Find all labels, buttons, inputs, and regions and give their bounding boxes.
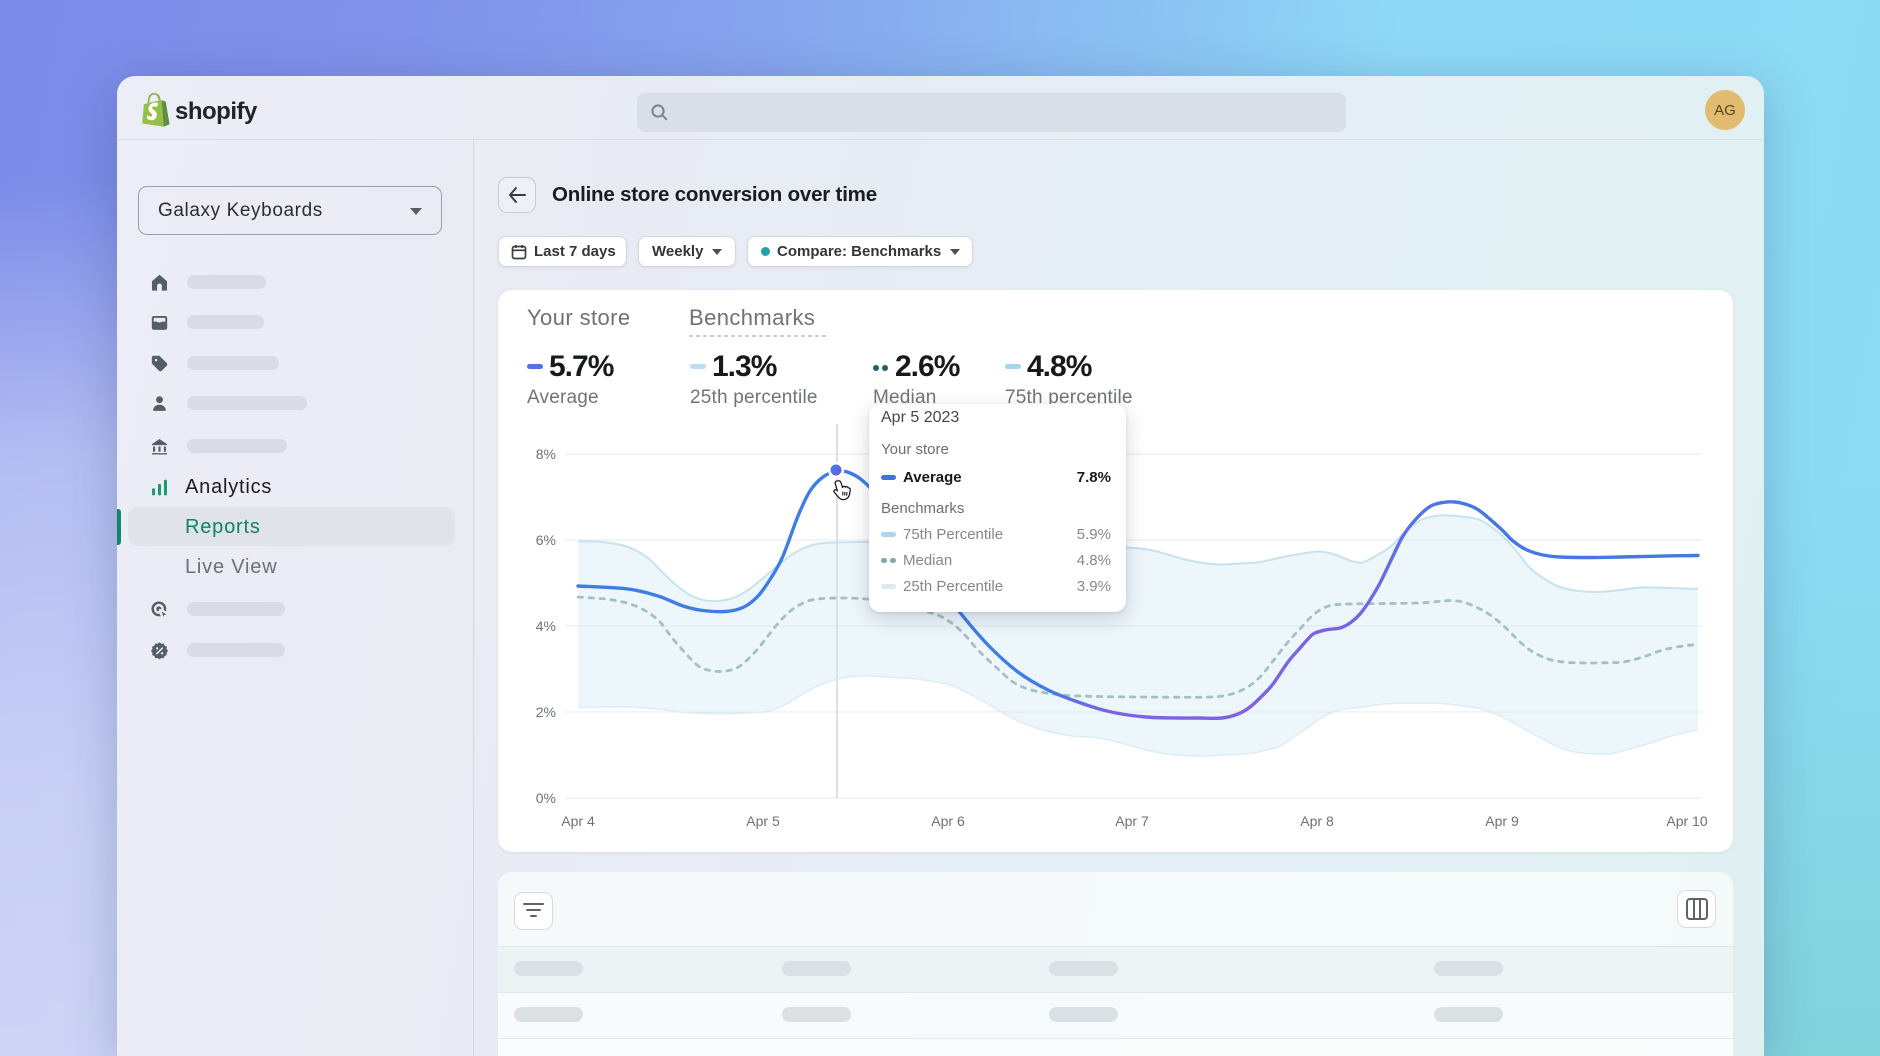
svg-text:Apr 9: Apr 9 [1485,813,1519,829]
svg-text:Apr 8: Apr 8 [1300,813,1334,829]
svg-text:4%: 4% [536,618,556,634]
svg-text:0%: 0% [536,790,556,806]
svg-text:2%: 2% [536,704,556,720]
svg-text:Apr 10: Apr 10 [1666,813,1707,829]
svg-text:6%: 6% [536,532,556,548]
svg-text:Apr 4: Apr 4 [561,813,595,829]
svg-text:Apr 6: Apr 6 [931,813,965,829]
svg-text:8%: 8% [536,446,556,462]
svg-text:Apr 7: Apr 7 [1115,813,1149,829]
svg-text:Apr 5: Apr 5 [746,813,780,829]
